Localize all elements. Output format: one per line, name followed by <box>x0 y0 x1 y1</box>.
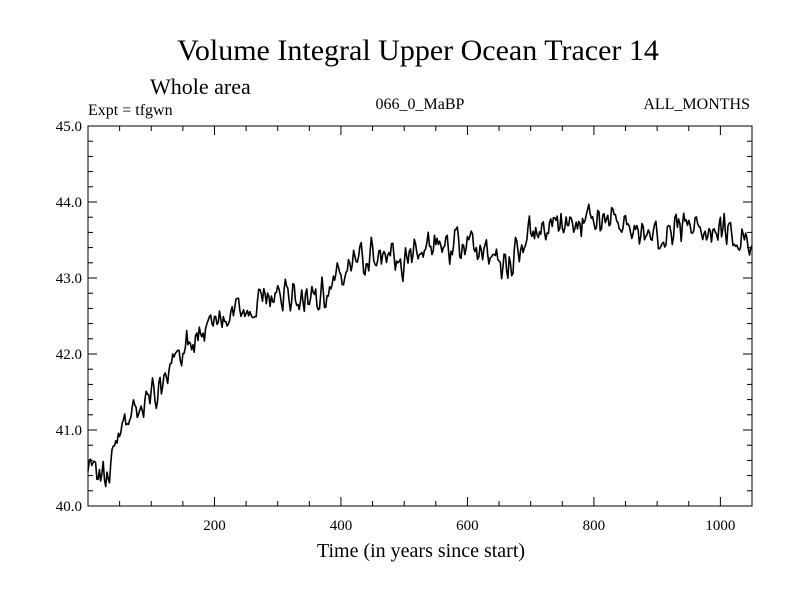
series-line <box>87 203 753 488</box>
run-label: 066_0_MaBP <box>376 96 465 113</box>
x-tick-label: 600 <box>456 518 479 534</box>
y-tick-label: 40.0 <box>56 499 82 515</box>
x-tick-label: 200 <box>203 518 226 534</box>
y-tick-label: 42.0 <box>56 347 82 363</box>
y-tick-label: 45.0 <box>56 119 82 135</box>
x-tick-label: 800 <box>583 518 606 534</box>
experiment-label: Expt = tfgwn <box>88 102 173 119</box>
y-tick-label: 43.0 <box>56 271 82 287</box>
x-tick-label: 400 <box>330 518 353 534</box>
y-tick-label: 41.0 <box>56 423 82 439</box>
period-label: ALL_MONTHS <box>643 96 750 113</box>
x-tick-label: 1000 <box>705 518 735 534</box>
chart-subtitle: Whole area <box>150 74 251 99</box>
chart-title: Volume Integral Upper Ocean Tracer 14 <box>177 34 659 67</box>
plot-frame <box>87 125 753 507</box>
y-tick-label: 44.0 <box>56 195 82 211</box>
x-axis-label: Time (in years since start) <box>317 540 525 562</box>
